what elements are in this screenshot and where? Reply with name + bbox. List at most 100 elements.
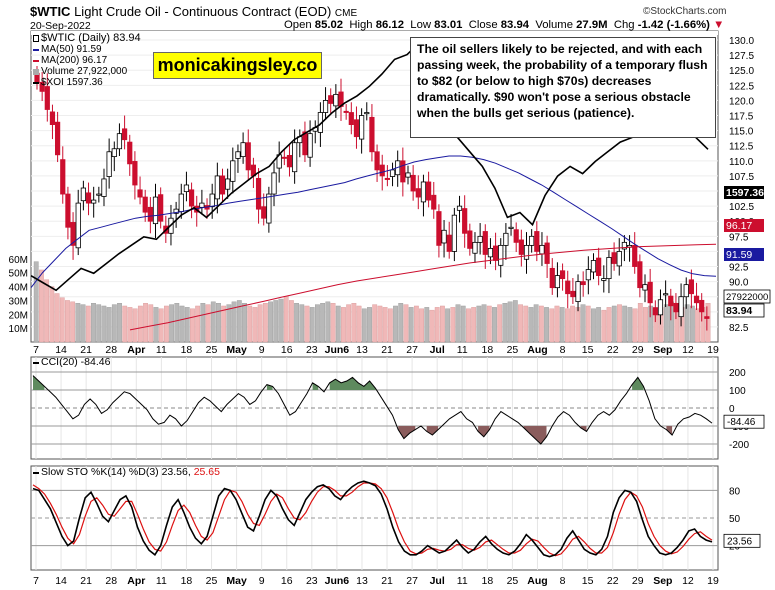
candle-body: [410, 174, 416, 192]
x-tick-label-top: Jul: [430, 344, 445, 356]
volume-bar: [75, 303, 81, 343]
cci-overbought-fill: [632, 377, 644, 390]
volume-bar: [70, 301, 76, 343]
candle-body: [152, 196, 159, 225]
candle-body: [668, 295, 674, 307]
candle-body: [559, 270, 566, 280]
volume-bar: [111, 304, 117, 343]
volume-bar: [611, 305, 617, 343]
candle-body: [158, 194, 164, 222]
x-tick-label-top: 25: [206, 344, 218, 356]
volume-bar: [231, 301, 237, 343]
candle-body: [359, 115, 365, 140]
x-tick-label-top: 27: [406, 344, 418, 356]
x-tick-label-top: 8: [560, 344, 566, 356]
x-tick-label-bottom: 22: [607, 575, 619, 587]
price-tick-label: 107.5: [729, 172, 754, 183]
volume-bar: [637, 303, 643, 343]
cci-tick-label: 100: [729, 386, 746, 397]
candle-body: [91, 199, 97, 204]
volume-bar: [148, 304, 154, 343]
value-label-bg: [724, 186, 764, 199]
x-tick-label-top: 11: [457, 344, 468, 356]
close-label: Close: [468, 19, 498, 31]
volume-bar: [106, 307, 112, 343]
candle-body: [611, 252, 617, 264]
exchange: CME: [334, 8, 358, 19]
cci-legend: CCI(20) -84.46: [33, 357, 110, 368]
candle-body: [199, 202, 205, 208]
volume-bar: [429, 309, 435, 343]
volume-bar: [627, 307, 633, 343]
legend-ma50-label: MA(50) 91.59: [41, 44, 102, 55]
volume-bar: [455, 304, 461, 343]
volume-bar: [65, 300, 70, 343]
candle-body: [240, 142, 246, 158]
price-tick-label: 110.0: [729, 157, 754, 168]
x-tick-label-bottom: 8: [560, 575, 566, 587]
x-tick-label-top: 23: [306, 344, 318, 356]
candle-body: [529, 235, 535, 246]
candle-body: [245, 142, 251, 171]
candle-body: [436, 211, 442, 246]
volume-bar: [424, 307, 430, 343]
candle-body: [487, 248, 494, 258]
volume-bar: [413, 305, 419, 343]
x-tick-label-bottom: 15: [582, 575, 594, 587]
candle-body: [55, 121, 61, 156]
volume-bar: [377, 305, 383, 343]
candle-body: [467, 230, 473, 249]
x-tick-label-top: Aug: [527, 344, 547, 356]
volume-bar: [486, 305, 492, 343]
volume-bar: [273, 300, 279, 343]
price-tick-label: 117.5: [729, 112, 754, 123]
chart-header: $WTIC Light Crude Oil - Continuous Contr…: [30, 4, 357, 19]
volume-tick-label: 50M: [9, 269, 28, 280]
volume-bar: [570, 305, 576, 343]
xoi-line: [30, 40, 709, 292]
x-tick-label-bottom: 25: [206, 575, 218, 587]
cci-overbought-fill: [312, 382, 319, 390]
candle-body: [683, 284, 689, 298]
price-tick-label: 92.5: [729, 263, 749, 274]
volume-bar: [372, 304, 378, 343]
candle-body: [482, 231, 488, 255]
volume-bar: [580, 304, 586, 343]
volume-bar: [33, 261, 39, 343]
volume-bar: [617, 304, 622, 343]
candle-body: [188, 189, 195, 207]
volume-bar: [341, 307, 346, 343]
x-tick-label-bottom: May: [226, 575, 247, 587]
open-label: Open: [284, 19, 312, 31]
candle-body: [441, 229, 447, 244]
candle-body: [39, 81, 45, 92]
volume-bar: [44, 279, 50, 343]
volume-bar: [466, 308, 471, 343]
volume-bar: [210, 301, 216, 343]
candle-body: [462, 208, 468, 234]
candle-body: [261, 206, 267, 219]
volume-bar: [226, 304, 232, 343]
price-tick-label: 102.5: [729, 202, 754, 213]
low-value: 83.01: [434, 19, 463, 31]
volume-bar: [575, 307, 581, 343]
volume-bar: [294, 303, 299, 343]
candle-body: [292, 142, 298, 173]
volume-bar: [632, 308, 638, 343]
volume-bar: [127, 307, 133, 343]
x-tick-label-top: 14: [55, 344, 67, 356]
volume-bar: [705, 303, 711, 343]
volume-bar: [221, 305, 227, 343]
candle-body: [225, 178, 231, 190]
x-tick-label-top: 18: [181, 344, 193, 356]
main-legend: $WTIC (Daily) 83.94 MA(50) 91.59 MA(200)…: [33, 33, 141, 88]
candle-body: [364, 112, 370, 115]
candle-body: [657, 299, 664, 316]
ma50-line-icon: [33, 48, 39, 51]
value-label: 91.59: [726, 249, 752, 261]
volume-bar: [335, 305, 341, 343]
volume-bar: [91, 303, 96, 343]
candle-body: [255, 177, 262, 210]
candle-body: [302, 131, 308, 156]
